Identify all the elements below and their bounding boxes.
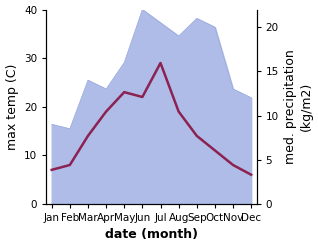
Y-axis label: med. precipitation
(kg/m2): med. precipitation (kg/m2) [284, 49, 313, 164]
X-axis label: date (month): date (month) [105, 228, 198, 242]
Y-axis label: max temp (C): max temp (C) [5, 63, 18, 150]
